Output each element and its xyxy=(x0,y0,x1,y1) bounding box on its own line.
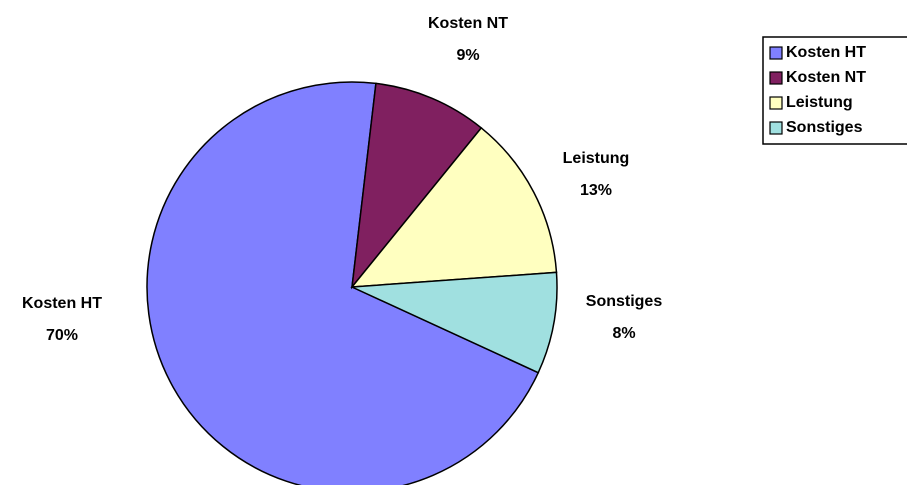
legend-label: Sonstiges xyxy=(786,119,863,136)
slice-value-label: 9% xyxy=(456,47,479,64)
pie-slice xyxy=(350,82,483,290)
legend-swatch xyxy=(769,96,783,110)
slice-value-label: 8% xyxy=(612,325,635,342)
slice-label: Leistung xyxy=(563,150,630,167)
slice-label: Sonstiges xyxy=(586,293,663,310)
slice-label: Kosten NT xyxy=(428,15,508,32)
legend-swatch xyxy=(769,71,783,85)
legend-box xyxy=(762,36,907,145)
pie-slice xyxy=(146,81,540,485)
legend-swatch xyxy=(769,46,783,60)
legend-label: Kosten NT xyxy=(786,69,866,86)
legend-label: Kosten HT xyxy=(786,44,866,61)
slice-label: Kosten HT xyxy=(22,295,102,312)
pie-slice xyxy=(350,126,558,288)
pie-slice xyxy=(351,271,558,374)
legend-label: Leistung xyxy=(786,94,853,111)
legend-swatch xyxy=(769,121,783,135)
slice-value-label: 13% xyxy=(580,182,612,199)
slice-value-label: 70% xyxy=(46,327,78,344)
